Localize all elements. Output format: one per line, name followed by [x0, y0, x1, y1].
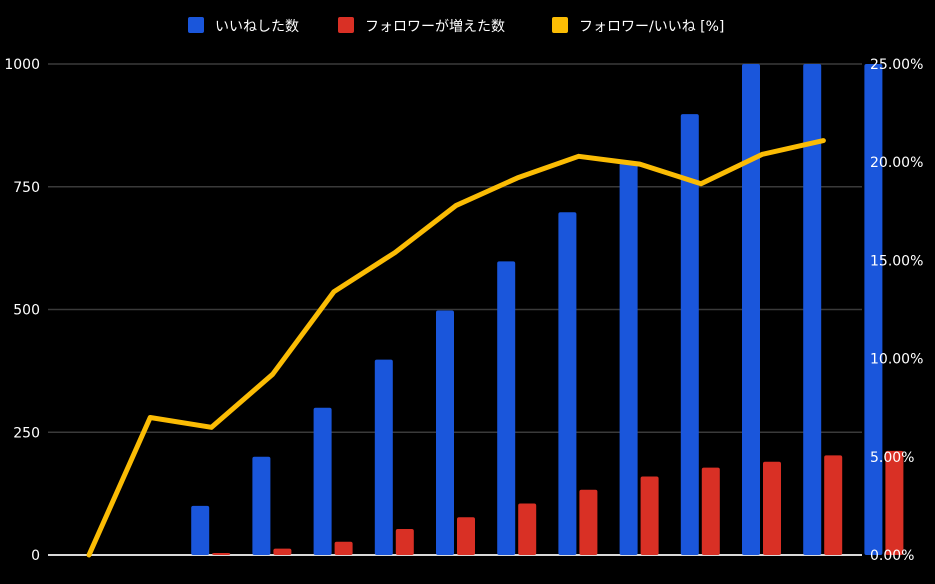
- followers-bar: [457, 517, 475, 555]
- followers-bar: [334, 541, 353, 555]
- likes-bar: [864, 64, 883, 555]
- ratio-line: [86, 138, 826, 558]
- likes-bar: [742, 64, 760, 555]
- left-tick-label: 1000: [4, 57, 40, 73]
- likes-bar: [680, 114, 699, 555]
- right-tick-label: 5.00%: [870, 450, 914, 466]
- left-tick-label: 0: [31, 548, 40, 564]
- left-tick-label: 500: [13, 303, 40, 319]
- likes-bar: [619, 163, 638, 555]
- followers-bar: [640, 476, 659, 555]
- followers-bar: [885, 450, 904, 555]
- followers-bar: [579, 489, 598, 555]
- legend-swatch: [338, 17, 354, 33]
- followers-bar: [212, 553, 231, 555]
- legend-label: フォロワー/いいね [%]: [579, 19, 724, 35]
- right-tick-label: 10.00%: [870, 352, 923, 368]
- left-tick-label: 250: [13, 425, 40, 441]
- followers-bar: [763, 461, 781, 555]
- bar-series: [191, 64, 904, 556]
- line-series: [86, 138, 826, 558]
- followers-bar: [518, 503, 537, 555]
- likes-bar: [252, 456, 271, 555]
- right-tick-label: 15.00%: [870, 253, 923, 269]
- legend-swatch: [552, 17, 568, 33]
- left-axis-ticks: 0 250 500 750 1000: [4, 57, 40, 564]
- left-tick-label: 750: [13, 180, 40, 196]
- likes-bar: [558, 212, 577, 556]
- likes-bar: [436, 310, 454, 555]
- legend-swatch: [188, 17, 204, 33]
- likes-bar: [313, 407, 332, 555]
- likes-bar: [191, 505, 210, 555]
- legend-label: いいねした数: [215, 19, 299, 35]
- legend: いいねした数 フォロワーが増えた数 フォロワー/いいね [%]: [188, 17, 724, 35]
- followers-bar: [395, 528, 414, 555]
- right-tick-label: 0.00%: [870, 548, 914, 564]
- likes-bar: [374, 359, 393, 555]
- right-tick-label: 25.00%: [870, 57, 923, 73]
- right-axis-ticks: 0.00% 5.00% 10.00% 15.00% 20.00% 25.00%: [870, 57, 923, 564]
- right-tick-label: 20.00%: [870, 155, 923, 171]
- followers-bar: [824, 455, 843, 555]
- legend-label: フォロワーが増えた数: [365, 19, 505, 35]
- likes-bar: [803, 64, 822, 555]
- followers-bar: [701, 467, 720, 555]
- gridlines: [48, 63, 862, 556]
- followers-bar: [273, 548, 292, 555]
- likes-bar: [497, 261, 516, 555]
